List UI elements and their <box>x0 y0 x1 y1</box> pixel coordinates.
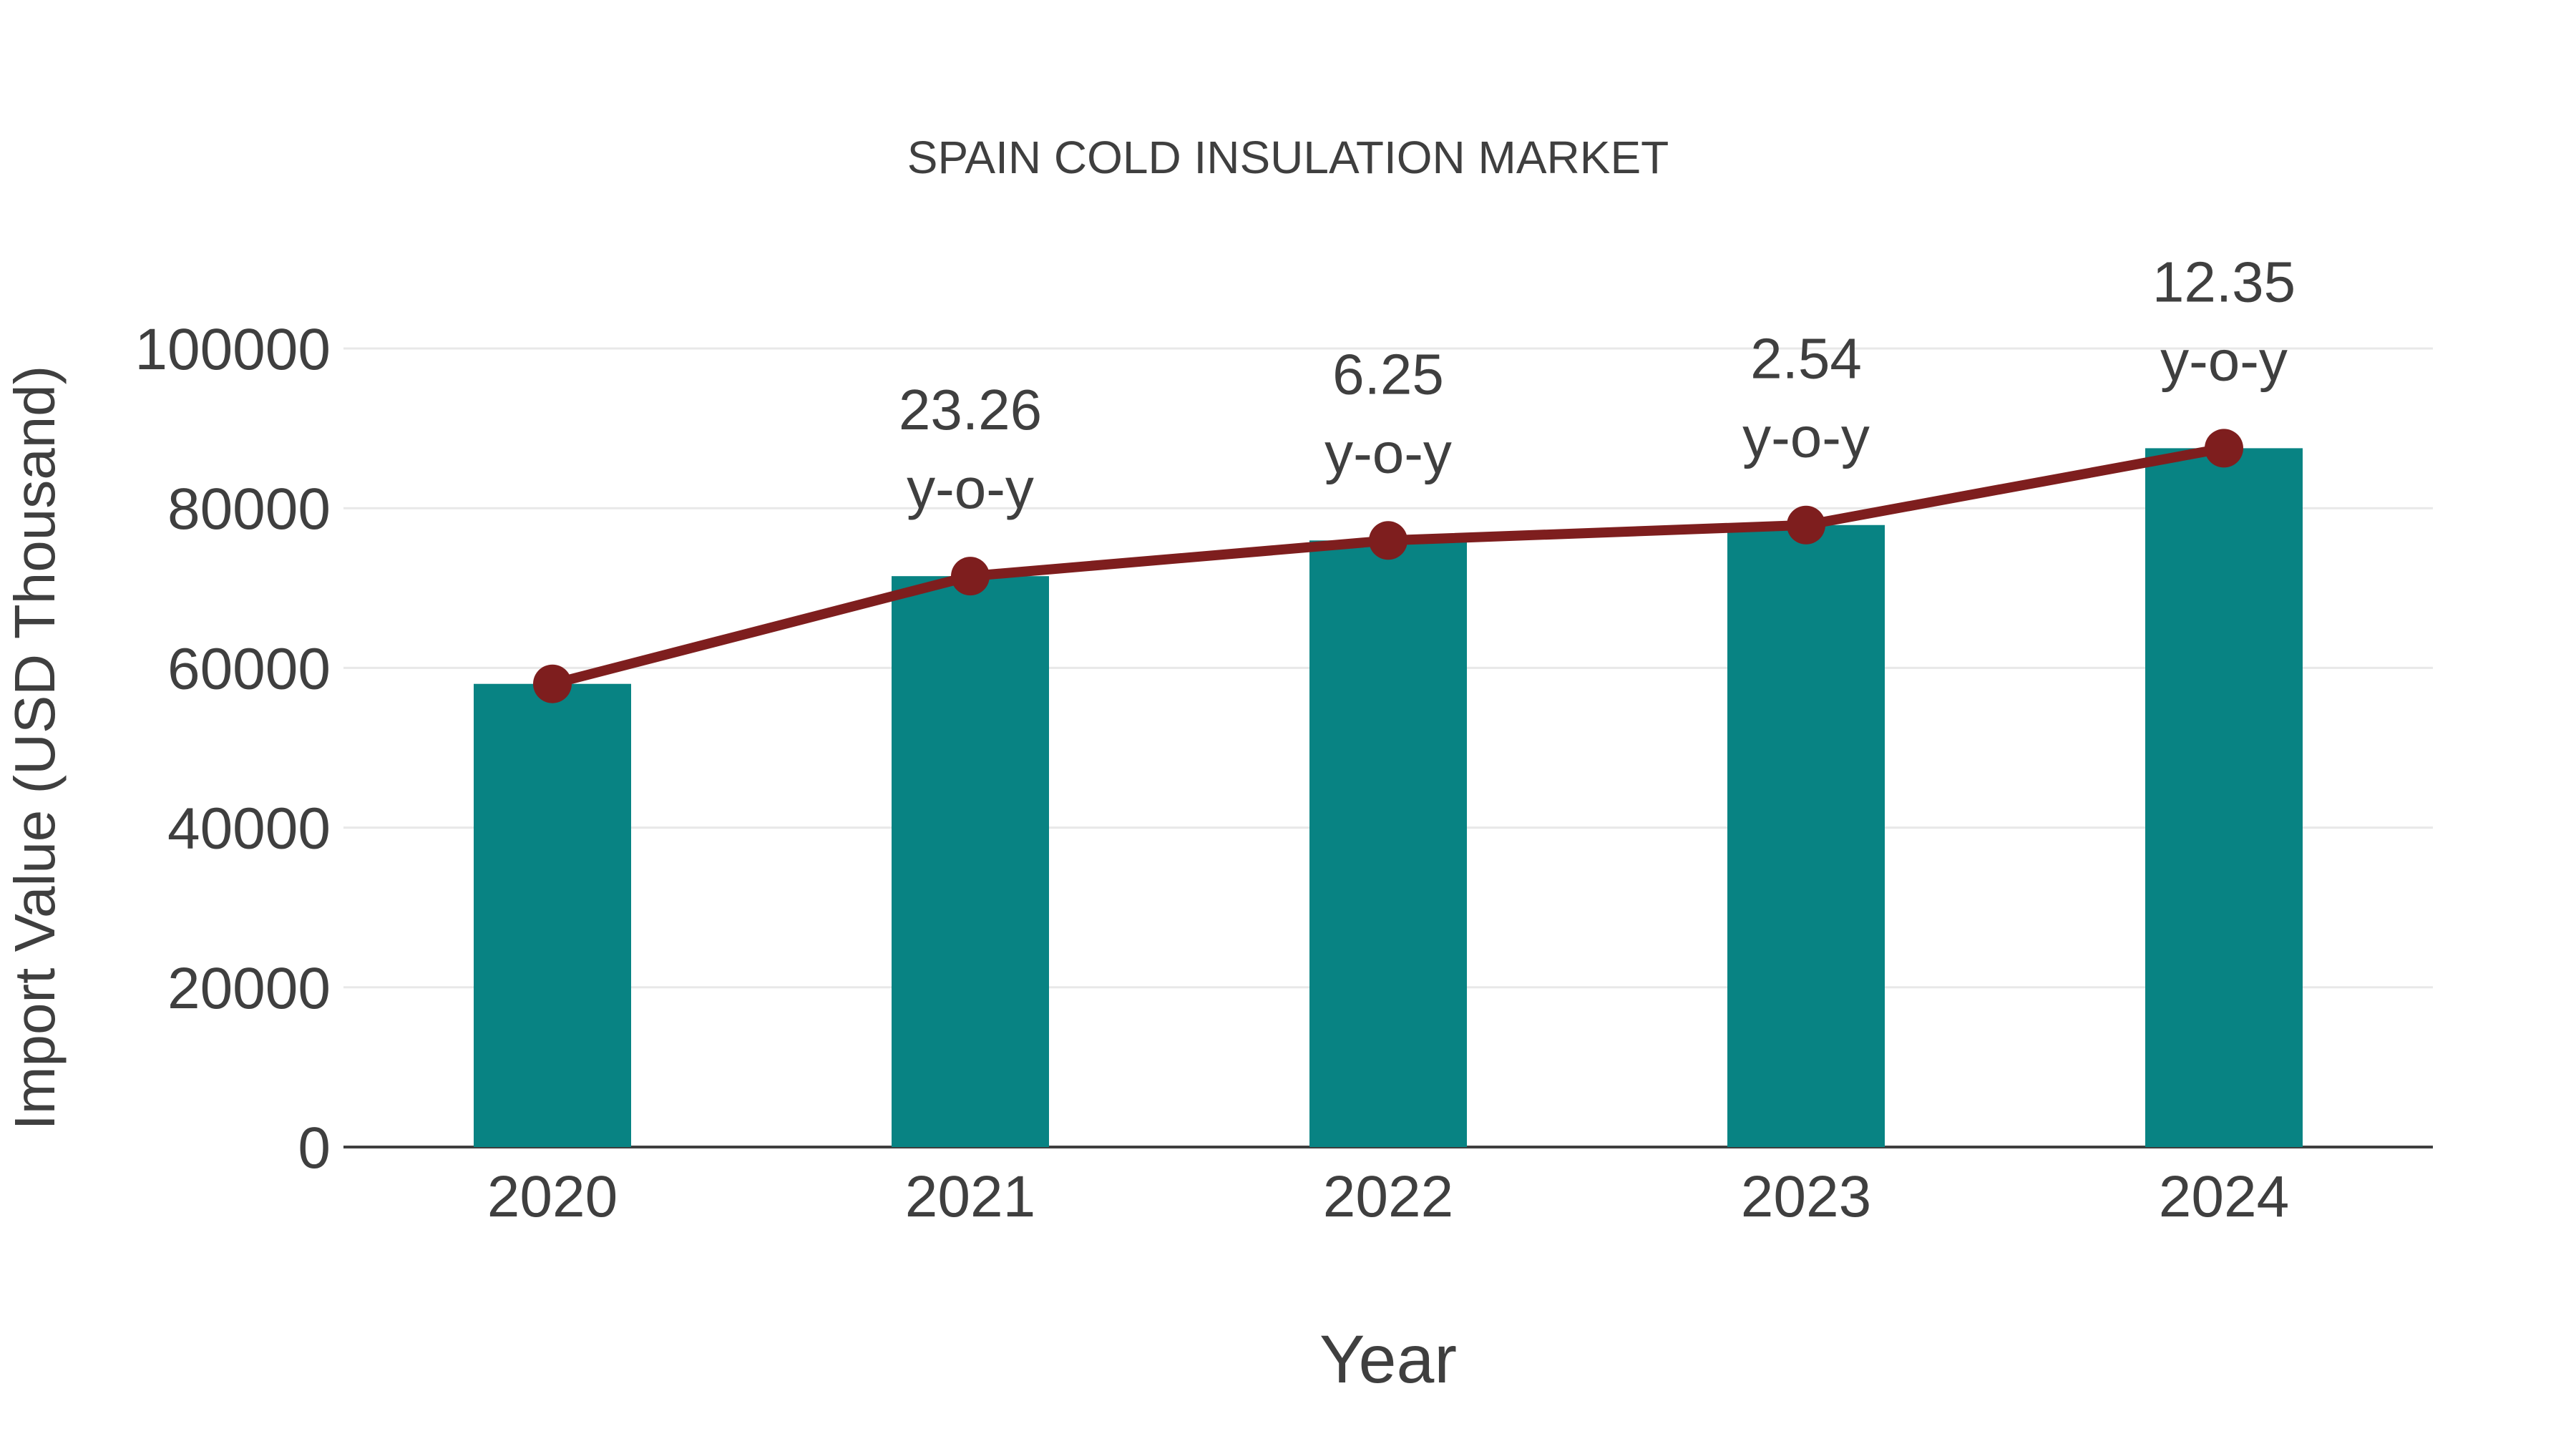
x-tick-label-2024: 2024 <box>2159 1164 2289 1229</box>
annotation-2024-value: 12.35 <box>2152 250 2296 313</box>
plot-area: 0 20000 40000 60000 80000 100000 23.26 y-o-y 6.2… <box>135 250 2433 1229</box>
annotation-2022-unit: y-o-y <box>1324 421 1452 484</box>
annotation-2023-value: 2.54 <box>1750 327 1862 391</box>
bar-2024 <box>2145 448 2303 1147</box>
chart-title: SPAIN COLD INSULATION MARKET <box>907 132 1669 183</box>
bar-2022 <box>1309 540 1467 1147</box>
annotation-2024-unit: y-o-y <box>2160 328 2288 392</box>
bar-2021 <box>892 576 1049 1147</box>
annotation-2023-unit: y-o-y <box>1742 406 1870 469</box>
annotation-2021-value: 23.26 <box>899 378 1042 441</box>
x-tick-label-2021: 2021 <box>905 1164 1035 1229</box>
y-tick-label-100000: 100000 <box>135 317 331 382</box>
y-axis-title: Import Value (USD Thousand) <box>3 366 67 1131</box>
x-tick-label-2022: 2022 <box>1323 1164 1453 1229</box>
bar-2020 <box>474 683 631 1147</box>
trend-point-2024 <box>2205 429 2243 468</box>
y-tick-label-0: 0 <box>298 1116 331 1181</box>
bar-2023 <box>1727 525 1885 1147</box>
trend-point-2021 <box>951 557 990 596</box>
annotation-2022-value: 6.25 <box>1332 342 1444 406</box>
trend-point-2023 <box>1787 505 1825 545</box>
x-tick-label-2020: 2020 <box>487 1164 618 1229</box>
x-axis-title: Year <box>1319 1322 1457 1397</box>
annotation-2021-unit: y-o-y <box>907 457 1034 520</box>
y-tick-label-60000: 60000 <box>167 636 331 701</box>
y-tick-label-40000: 40000 <box>167 796 331 862</box>
trend-point-2022 <box>1369 521 1407 560</box>
y-tick-label-20000: 20000 <box>167 956 331 1021</box>
trend-point-2020 <box>533 664 572 703</box>
y-tick-label-80000: 80000 <box>167 477 331 542</box>
x-tick-label-2023: 2023 <box>1741 1164 1871 1229</box>
